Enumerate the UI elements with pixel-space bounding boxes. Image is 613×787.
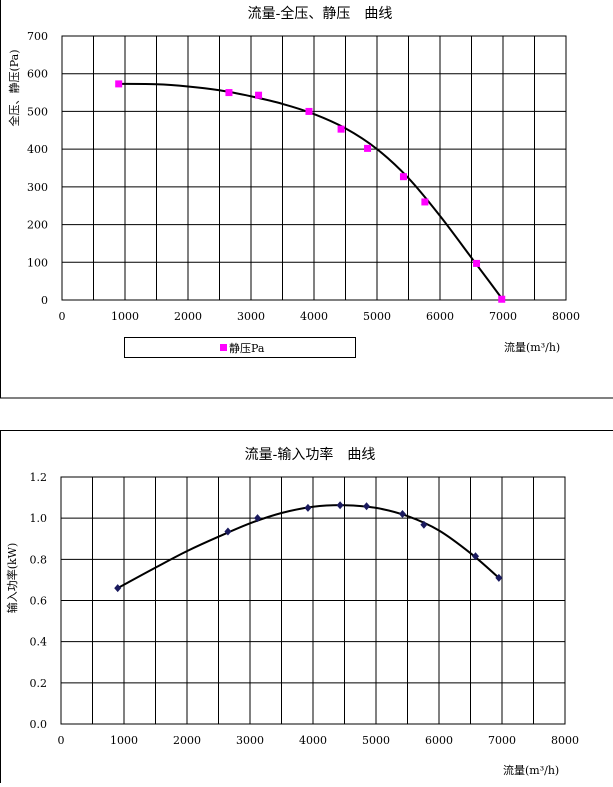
chart1-legend: 静压Pa <box>125 338 356 358</box>
x-tick-label: 7000 <box>488 734 516 747</box>
x-tick-label: 0 <box>58 734 65 747</box>
x-tick-label: 5000 <box>362 734 390 747</box>
chart2-y-axis-label: 输入功率(kW) <box>5 543 19 614</box>
legend-marker <box>220 344 227 351</box>
data-point <box>498 296 505 303</box>
x-tick-label: 1000 <box>111 310 139 323</box>
x-tick-label: 4000 <box>299 734 327 747</box>
data-point <box>115 80 122 87</box>
chart2-x-axis-label: 流量(m³/h) <box>503 763 559 777</box>
y-tick-label: 0.2 <box>30 677 48 690</box>
y-tick-label: 400 <box>27 143 48 156</box>
x-tick-label: 6000 <box>426 310 454 323</box>
x-tick-label: 2000 <box>173 734 201 747</box>
data-point <box>400 173 407 180</box>
data-point <box>255 92 262 99</box>
x-tick-label: 7000 <box>489 310 517 323</box>
chart2-title: 流量-输入功率 曲线 <box>245 446 376 463</box>
x-tick-label: 0 <box>59 310 66 323</box>
data-point <box>305 108 312 115</box>
data-point <box>364 145 371 152</box>
data-point <box>338 126 345 133</box>
y-tick-label: 0.8 <box>30 553 48 566</box>
x-tick-label: 6000 <box>425 734 453 747</box>
x-tick-label: 3000 <box>237 310 265 323</box>
x-tick-label: 3000 <box>236 734 264 747</box>
x-tick-label: 8000 <box>552 310 580 323</box>
data-point <box>225 89 232 96</box>
chart1-y-axis-label: 全压、静压(Pa) <box>7 49 21 126</box>
y-tick-label: 700 <box>27 30 48 43</box>
y-tick-label: 0.0 <box>30 718 48 731</box>
x-tick-label: 1000 <box>110 734 138 747</box>
y-tick-label: 300 <box>27 181 48 194</box>
x-tick-label: 8000 <box>551 734 579 747</box>
y-tick-label: 0.6 <box>30 595 48 608</box>
x-tick-label: 2000 <box>174 310 202 323</box>
chart1-title: 流量-全压、静压 曲线 <box>248 5 393 22</box>
chart1-x-axis-label: 流量(m³/h) <box>504 340 560 354</box>
y-tick-label: 0.4 <box>30 636 48 649</box>
y-tick-label: 0 <box>41 294 48 307</box>
y-tick-label: 100 <box>27 256 48 269</box>
y-tick-label: 200 <box>27 219 48 232</box>
x-tick-label: 5000 <box>363 310 391 323</box>
data-point <box>421 198 428 205</box>
chart1-x-ticks: 0 1000 2000 3000 4000 5000 6000 7000 8000 <box>59 310 581 323</box>
chart2-x-ticks: 0 1000 2000 3000 4000 5000 6000 7000 8000 <box>58 734 580 747</box>
data-point <box>473 260 480 267</box>
y-tick-label: 500 <box>27 105 48 118</box>
legend-label: 静压Pa <box>229 341 265 355</box>
y-tick-label: 600 <box>27 68 48 81</box>
x-tick-label: 4000 <box>300 310 328 323</box>
y-tick-label: 1.0 <box>30 512 48 525</box>
y-tick-label: 1.2 <box>30 471 48 484</box>
